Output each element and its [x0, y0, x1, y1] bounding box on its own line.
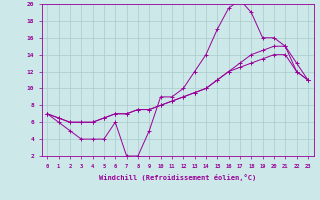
X-axis label: Windchill (Refroidissement éolien,°C): Windchill (Refroidissement éolien,°C) [99, 174, 256, 181]
